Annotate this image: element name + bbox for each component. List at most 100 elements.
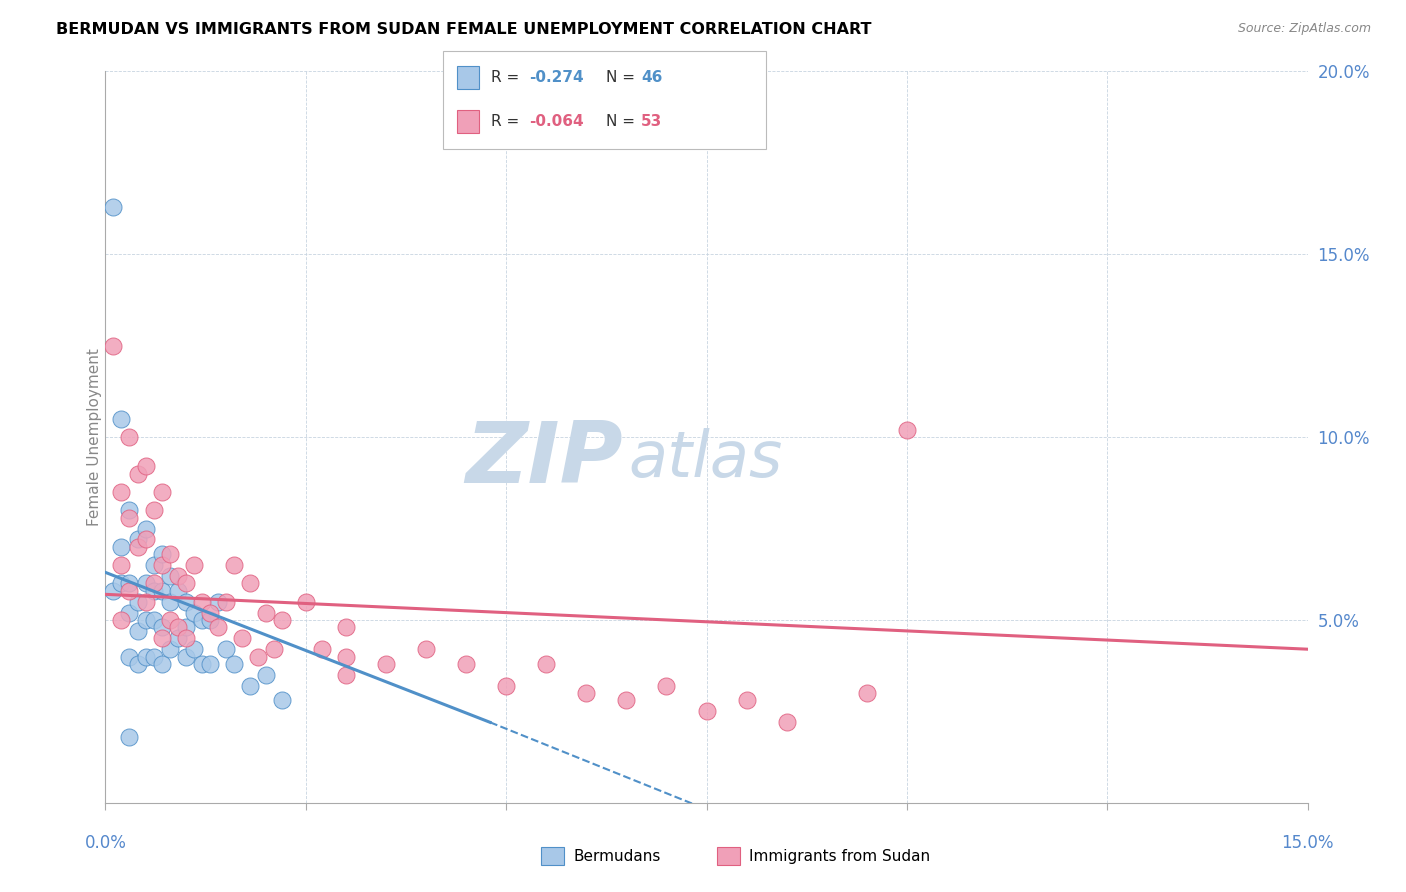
- Point: [183, 642, 205, 657]
- Point: [127, 594, 149, 608]
- Point: [103, 583, 125, 598]
- Point: [246, 649, 269, 664]
- Point: [159, 547, 181, 561]
- Text: 15.0%: 15.0%: [1281, 834, 1334, 852]
- Point: [142, 613, 165, 627]
- Point: [239, 576, 262, 591]
- Point: [270, 693, 292, 707]
- Point: [127, 540, 149, 554]
- Point: [118, 730, 141, 744]
- Point: [696, 705, 718, 719]
- Text: R =: R =: [491, 114, 524, 129]
- Point: [142, 558, 165, 573]
- Point: [174, 620, 197, 634]
- Text: -0.064: -0.064: [529, 114, 583, 129]
- Point: [110, 485, 132, 500]
- Text: 0.0%: 0.0%: [84, 834, 127, 852]
- Point: [855, 686, 877, 700]
- Point: [174, 576, 197, 591]
- Point: [190, 613, 212, 627]
- Point: [207, 620, 229, 634]
- Point: [254, 606, 277, 620]
- Point: [374, 657, 398, 671]
- Point: [335, 649, 357, 664]
- Point: [142, 503, 165, 517]
- Point: [159, 594, 181, 608]
- Point: [118, 503, 141, 517]
- Point: [127, 657, 149, 671]
- Point: [415, 642, 437, 657]
- Point: [335, 667, 357, 681]
- Point: [166, 583, 188, 598]
- Point: [150, 657, 173, 671]
- Point: [150, 583, 173, 598]
- Point: [110, 540, 132, 554]
- Point: [239, 679, 262, 693]
- Point: [118, 606, 141, 620]
- Point: [174, 649, 197, 664]
- Y-axis label: Female Unemployment: Female Unemployment: [87, 348, 101, 526]
- Point: [735, 693, 758, 707]
- Point: [166, 569, 188, 583]
- Point: [263, 642, 285, 657]
- Point: [534, 657, 557, 671]
- Point: [254, 667, 277, 681]
- Point: [135, 521, 157, 535]
- Point: [150, 632, 173, 646]
- Point: [295, 594, 318, 608]
- Point: [198, 606, 221, 620]
- Point: [103, 338, 125, 352]
- Point: [311, 642, 333, 657]
- Text: 46: 46: [641, 70, 662, 85]
- Point: [142, 649, 165, 664]
- Point: [142, 583, 165, 598]
- Point: [454, 657, 477, 671]
- Text: atlas: atlas: [628, 428, 783, 490]
- Point: [118, 430, 141, 444]
- Point: [207, 594, 229, 608]
- Point: [335, 620, 357, 634]
- Point: [214, 594, 236, 608]
- Point: [190, 657, 212, 671]
- Point: [127, 467, 149, 481]
- Point: [159, 613, 181, 627]
- Point: [166, 632, 188, 646]
- Point: [103, 200, 125, 214]
- Point: [231, 632, 253, 646]
- Point: [159, 642, 181, 657]
- Point: [270, 613, 292, 627]
- Point: [142, 576, 165, 591]
- Text: 53: 53: [641, 114, 662, 129]
- Point: [135, 594, 157, 608]
- Text: Bermudans: Bermudans: [574, 849, 661, 863]
- Point: [222, 558, 245, 573]
- Point: [616, 693, 638, 707]
- Point: [150, 547, 173, 561]
- Text: ZIP: ZIP: [465, 417, 623, 500]
- Point: [575, 686, 598, 700]
- Point: [150, 485, 173, 500]
- Point: [135, 533, 157, 547]
- Point: [135, 459, 157, 474]
- Point: [214, 642, 236, 657]
- Point: [174, 632, 197, 646]
- Point: [174, 594, 197, 608]
- Text: N =: N =: [606, 114, 640, 129]
- Point: [655, 679, 678, 693]
- Text: N =: N =: [606, 70, 640, 85]
- Point: [135, 649, 157, 664]
- Point: [198, 657, 221, 671]
- Point: [110, 558, 132, 573]
- Point: [183, 606, 205, 620]
- Point: [776, 715, 799, 730]
- Point: [135, 613, 157, 627]
- Point: [150, 558, 173, 573]
- Point: [198, 613, 221, 627]
- Point: [127, 533, 149, 547]
- Point: [183, 558, 205, 573]
- Point: [127, 624, 149, 638]
- Point: [159, 569, 181, 583]
- Text: BERMUDAN VS IMMIGRANTS FROM SUDAN FEMALE UNEMPLOYMENT CORRELATION CHART: BERMUDAN VS IMMIGRANTS FROM SUDAN FEMALE…: [56, 22, 872, 37]
- Text: -0.274: -0.274: [529, 70, 583, 85]
- Point: [135, 576, 157, 591]
